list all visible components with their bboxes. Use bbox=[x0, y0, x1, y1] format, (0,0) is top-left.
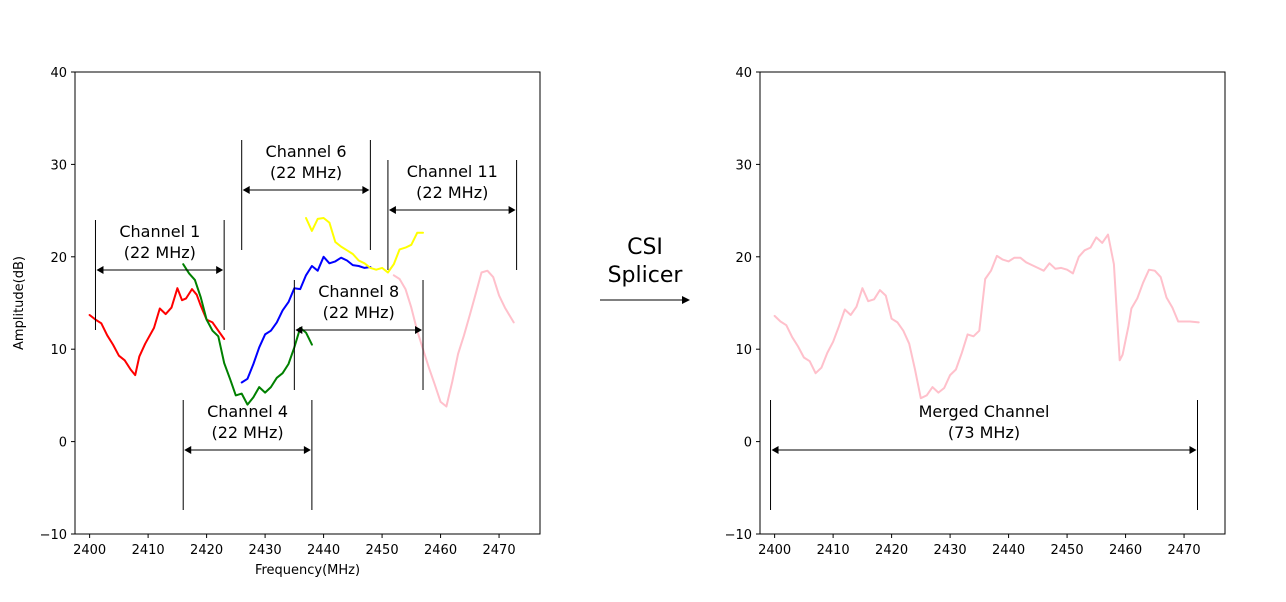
x-tick-label: 2410 bbox=[817, 543, 850, 558]
y-tick-label: 40 bbox=[735, 66, 752, 81]
channel-annotation: Channel 4 (22 MHz) bbox=[182, 400, 313, 510]
series-line-3 bbox=[240, 255, 372, 384]
arrow-head-right bbox=[362, 186, 370, 194]
splicer-label-line1: CSI bbox=[627, 235, 663, 260]
arrow-head-left bbox=[388, 206, 396, 214]
x-tick-label: 2470 bbox=[1168, 543, 1201, 558]
series-line-4 bbox=[305, 217, 424, 274]
arrow-head-right bbox=[303, 446, 311, 454]
x-tick-label: 2440 bbox=[992, 543, 1025, 558]
channel-bandwidth: (22 MHz) bbox=[416, 183, 488, 202]
x-tick-label: 2420 bbox=[190, 543, 223, 558]
y-axis-label: Amplitude(dB) bbox=[12, 256, 27, 350]
y-tick-label: 0 bbox=[744, 436, 752, 451]
arrow-head-right bbox=[216, 266, 224, 274]
x-tick-label: 2400 bbox=[73, 543, 106, 558]
x-tick-label: 2410 bbox=[132, 543, 165, 558]
x-tick-label: 2430 bbox=[249, 543, 282, 558]
x-tick-label: 2470 bbox=[483, 543, 516, 558]
channel-annotation: Channel 8 (22 MHz) bbox=[293, 280, 424, 390]
channel-label: Channel 11 bbox=[407, 162, 498, 181]
splicer-arrow-head bbox=[682, 296, 690, 304]
series-line-1 bbox=[88, 287, 226, 377]
y-tick-label: −10 bbox=[40, 528, 67, 543]
y-tick-label: 10 bbox=[735, 343, 752, 358]
plot-frame bbox=[759, 71, 1226, 535]
channel-bandwidth: (22 MHz) bbox=[124, 243, 196, 262]
chart-right: 2400 2410 2420 2430 2440 2450 2460 2470 −10 0 10 20… bbox=[725, 66, 1226, 558]
x-tick-label: 2450 bbox=[1051, 543, 1084, 558]
y-tick-label: 30 bbox=[50, 158, 67, 173]
channel-label: Channel 4 bbox=[207, 402, 288, 421]
channel-label: Channel 6 bbox=[266, 142, 347, 161]
y-tick-label: 20 bbox=[50, 251, 67, 266]
series-line-2 bbox=[182, 263, 313, 406]
x-tick-label: 2420 bbox=[875, 543, 908, 558]
y-tick-label: 40 bbox=[50, 66, 67, 81]
arrow-head-right bbox=[508, 206, 516, 214]
arrow-head-left bbox=[771, 446, 779, 454]
arrow-head-right bbox=[415, 326, 423, 334]
x-tick-label: 2460 bbox=[1109, 543, 1142, 558]
channel-label: Merged Channel bbox=[919, 402, 1050, 421]
plot-frame bbox=[74, 71, 541, 535]
channel-label: Channel 8 bbox=[318, 282, 399, 301]
x-tick-label: 2430 bbox=[934, 543, 967, 558]
y-tick-label: −10 bbox=[725, 528, 752, 543]
arrow-head-right bbox=[1189, 446, 1197, 454]
splicer-label-line2: Splicer bbox=[608, 263, 684, 288]
arrow-head-left bbox=[295, 326, 303, 334]
y-tick-label: 0 bbox=[59, 436, 67, 451]
channel-annotation: Channel 1 (22 MHz) bbox=[94, 220, 225, 330]
y-tick-label: 30 bbox=[735, 158, 752, 173]
arrow-head-left bbox=[96, 266, 104, 274]
splicer: CSI Splicer bbox=[600, 235, 690, 304]
y-tick-label: 10 bbox=[50, 343, 67, 358]
channel-annotation: Channel 6 (22 MHz) bbox=[241, 140, 371, 250]
arrow-head-left bbox=[184, 446, 192, 454]
series-line-1 bbox=[773, 233, 1200, 400]
x-tick-label: 2460 bbox=[424, 543, 457, 558]
channel-label: Channel 1 bbox=[119, 222, 200, 241]
channel-bandwidth: (22 MHz) bbox=[270, 163, 342, 182]
x-tick-label: 2400 bbox=[758, 543, 791, 558]
series-line-5 bbox=[392, 269, 515, 408]
channel-bandwidth: (73 MHz) bbox=[948, 423, 1020, 442]
x-tick-label: 2440 bbox=[307, 543, 340, 558]
channel-bandwidth: (22 MHz) bbox=[323, 303, 395, 322]
channel-annotation: Channel 11 (22 MHz) bbox=[387, 160, 518, 270]
chart-left: 2400 2410 2420 2430 2440 2450 2460 2470 −10 0 10 20… bbox=[12, 66, 541, 578]
channel-bandwidth: (22 MHz) bbox=[211, 423, 283, 442]
channel-annotation: Merged Channel (73 MHz) bbox=[770, 400, 1199, 510]
arrow-head-left bbox=[242, 186, 250, 194]
x-axis-label: Frequency(MHz) bbox=[255, 563, 360, 578]
y-tick-label: 20 bbox=[735, 251, 752, 266]
x-tick-label: 2450 bbox=[366, 543, 399, 558]
